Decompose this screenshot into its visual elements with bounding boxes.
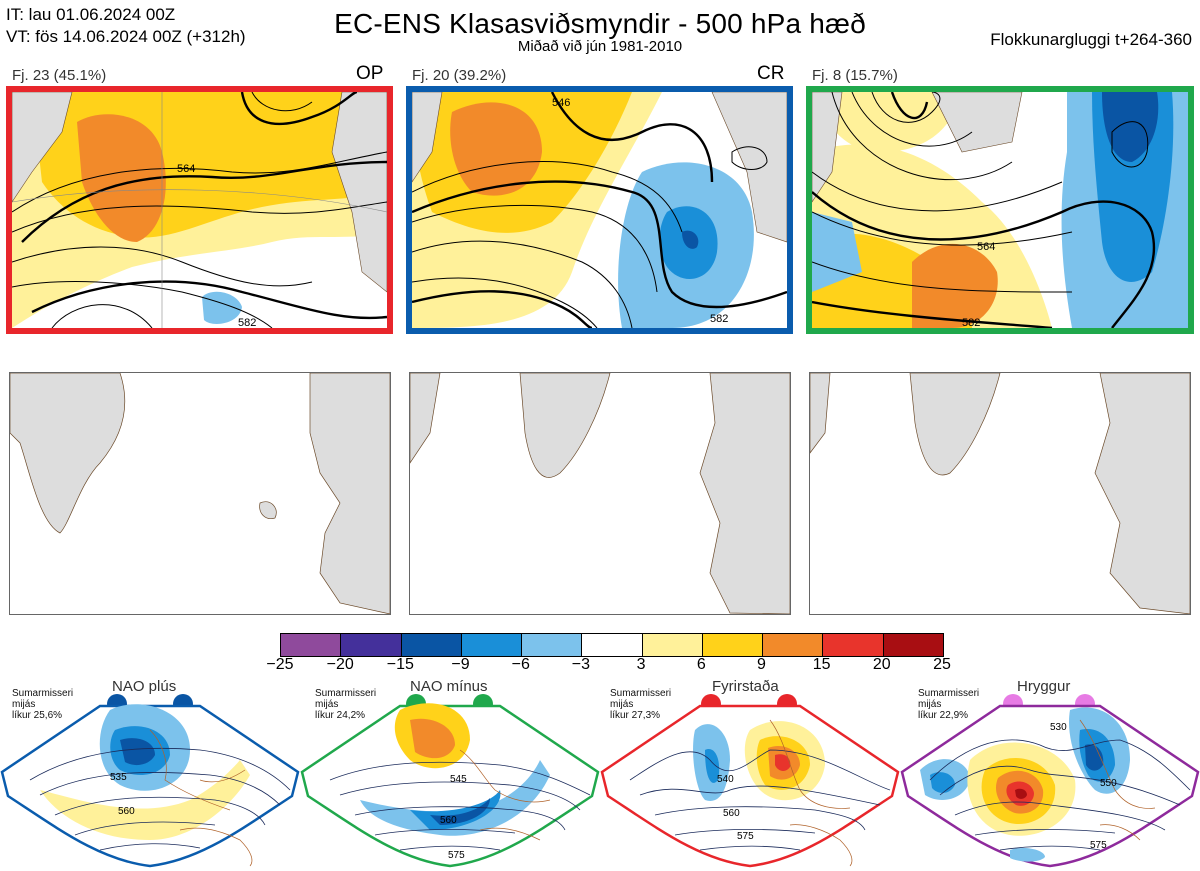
cluster-1-contour-label: 582 xyxy=(238,317,256,328)
colorbar-tick-label: −25 xyxy=(266,656,294,673)
regime-1-contour-label: 560 xyxy=(118,806,135,817)
colorbar-tick-label: −20 xyxy=(326,656,354,673)
cluster-2-label: Fj. 20 (39.2%) xyxy=(412,67,507,84)
regime-3-map[interactable]: 540 560 575 xyxy=(600,690,900,871)
regime-4-contour-label: 575 xyxy=(1090,840,1107,851)
cluster-1-tag: OP xyxy=(356,63,384,84)
colorbar-swatch xyxy=(341,634,402,656)
colorbar-tick-label: 15 xyxy=(812,656,831,673)
regime-3-contour-label: 560 xyxy=(723,808,740,819)
colorbar-swatch xyxy=(401,634,462,656)
colorbar-tick-label: 6 xyxy=(696,656,706,673)
colorbar-swatch xyxy=(883,634,943,656)
colorbar-ticks: −25 −20 −15 −9 −6 −3 3 6 9 15 20 25 xyxy=(260,656,962,676)
regime-4-title: Hryggur xyxy=(1017,678,1071,695)
classification-window: Flokkunargluggi t+264-360 xyxy=(990,30,1192,49)
colorbar-tick-label: −6 xyxy=(511,656,530,673)
colorbar-swatch xyxy=(281,634,342,656)
regime-4-contour-label: 550 xyxy=(1100,778,1117,789)
cluster-1-map[interactable]: 564 582 xyxy=(6,86,393,334)
cluster-2-contour-label: 546 xyxy=(552,97,570,109)
regime-4-contour-label: 530 xyxy=(1050,722,1067,733)
regime-3-note: Sumarmisseri mijás líkur 27,3% xyxy=(610,688,672,721)
colorbar-tick-label: 3 xyxy=(636,656,646,673)
header-dates: IT: lau 01.06.2024 00Z VT: fös 14.06.202… xyxy=(6,4,246,48)
regime-2-contour-label: 545 xyxy=(450,774,467,785)
regime-1-note: Sumarmisseri mijás líkur 25,6% xyxy=(12,688,74,721)
regime-2-contour-label: 575 xyxy=(448,850,465,861)
regime-2-note: Sumarmisseri mijás líkur 24,2% xyxy=(315,688,377,721)
regime-4-note: Sumarmisseri mijás líkur 22,9% xyxy=(918,688,980,721)
colorbar-swatch xyxy=(582,634,643,656)
colorbar-swatch xyxy=(763,634,824,656)
colorbar-tick-label: −15 xyxy=(386,656,414,673)
regime-2-title: NAO mínus xyxy=(410,678,488,695)
cluster-3-label: Fj. 8 (15.7%) xyxy=(812,67,898,84)
regime-3-contour-label: 540 xyxy=(717,774,734,785)
regime-3-title: Fyrirstaða xyxy=(712,678,779,695)
page-subtitle: Miðað við jún 1981-2010 xyxy=(517,38,683,55)
colorbar-tick-label: 9 xyxy=(757,656,766,673)
colorbar-tick-label: −3 xyxy=(571,656,591,673)
cluster-3-contour-label: 582 xyxy=(962,317,980,328)
regime-3-contour-label: 575 xyxy=(737,831,754,842)
valid-time: VT: fös 14.06.2024 00Z (+312h) xyxy=(6,27,246,46)
subpanel-2-map xyxy=(409,372,791,615)
cluster-2-tag: CR xyxy=(757,63,785,84)
colorbar-swatch xyxy=(642,634,703,656)
colorbar-tick-label: 20 xyxy=(872,656,891,673)
colorbar-tick-label: 25 xyxy=(933,656,951,673)
regime-2-map[interactable]: 545 560 575 xyxy=(300,690,600,871)
cluster-2-map[interactable]: 546 582 xyxy=(406,86,793,334)
cluster-2-contour-label: 582 xyxy=(710,313,728,325)
regime-1-title: NAO plús xyxy=(112,678,177,695)
cluster-1-contour-label: 564 xyxy=(177,163,195,175)
cluster-1-label: Fj. 23 (45.1%) xyxy=(12,67,107,84)
cluster-3-map[interactable]: 564 582 xyxy=(806,86,1194,334)
colorbar xyxy=(280,633,944,657)
regime-4-map[interactable]: 530 550 575 xyxy=(900,690,1200,871)
colorbar-swatch xyxy=(522,634,583,656)
regime-2-contour-label: 560 xyxy=(440,815,457,826)
colorbar-swatch xyxy=(702,634,764,656)
page-title: EC-ENS Klasasviðsmyndir - 500 hPa hæð xyxy=(334,8,866,39)
init-time: IT: lau 01.06.2024 00Z xyxy=(6,5,176,24)
cluster-3-contour-label: 564 xyxy=(977,241,995,253)
colorbar-tick-label: −9 xyxy=(451,656,470,673)
regime-1-map[interactable]: 535 560 xyxy=(0,690,300,871)
subpanel-1-map xyxy=(9,372,391,615)
subpanel-3-map xyxy=(809,372,1191,615)
regime-1-contour-label: 535 xyxy=(110,772,127,783)
colorbar-swatch xyxy=(461,634,523,656)
colorbar-swatch xyxy=(823,634,884,656)
